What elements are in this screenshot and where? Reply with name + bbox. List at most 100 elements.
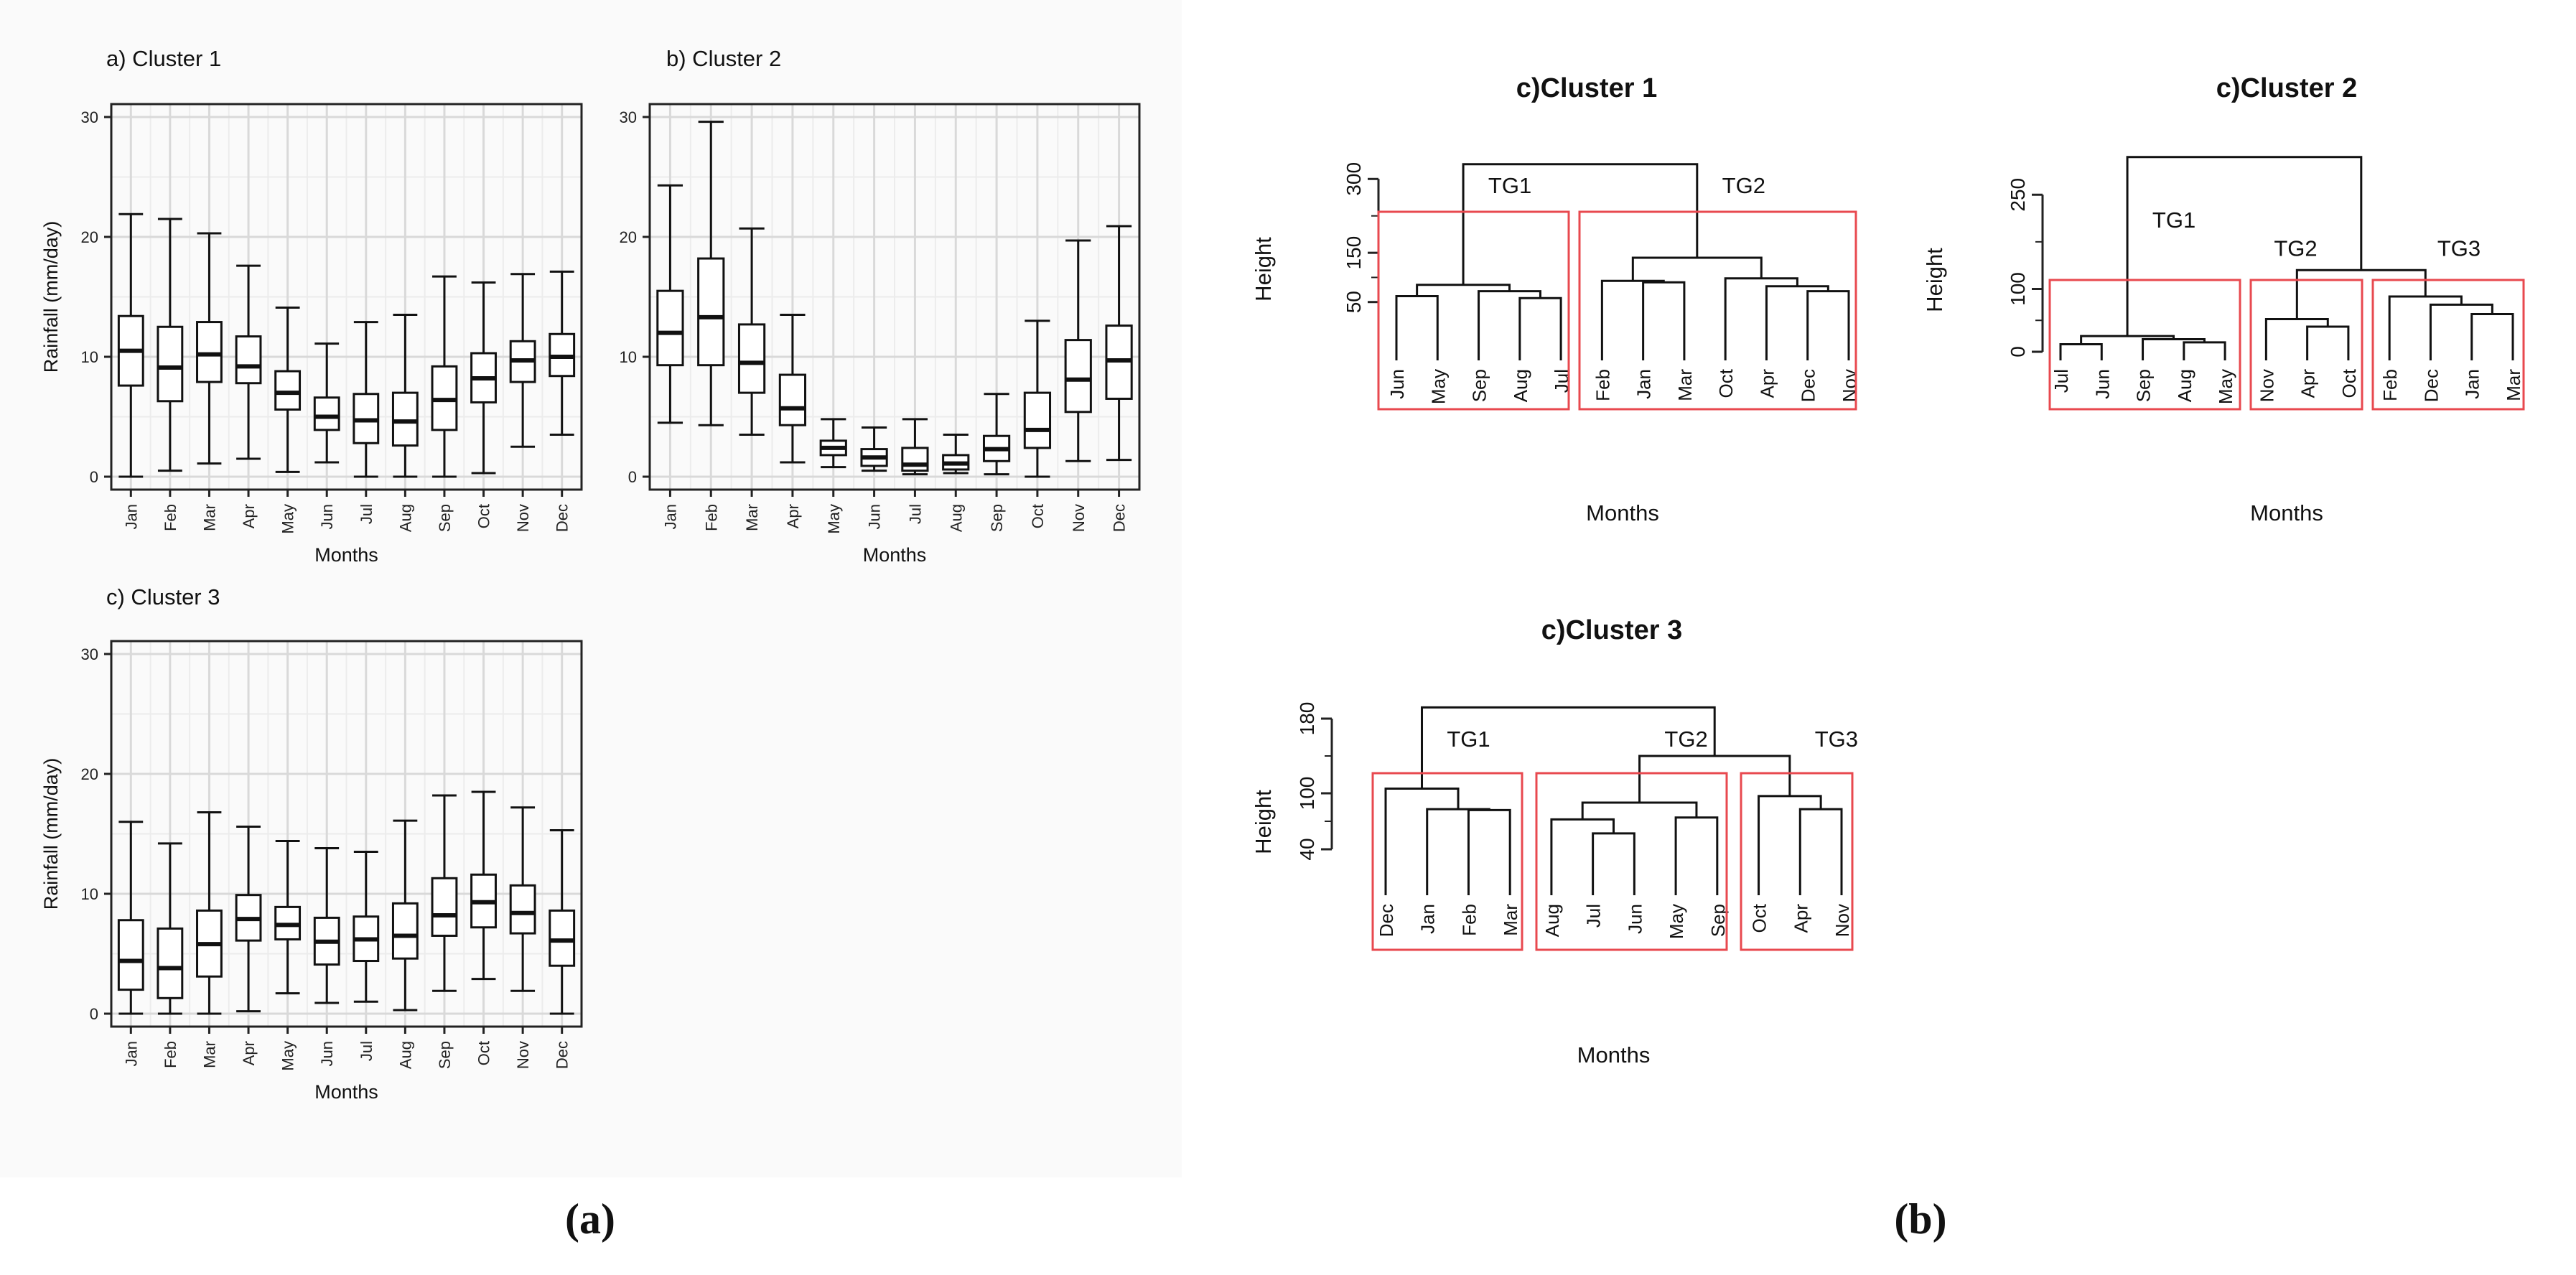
box-Jul — [353, 851, 380, 1003]
dendrogram-link — [1600, 279, 1665, 360]
dendrogram-link — [1426, 808, 1490, 895]
box-Jul — [353, 321, 380, 478]
dendrogram-link — [1395, 294, 1439, 360]
box-iqr — [901, 447, 929, 472]
y-tick-label: 0 — [2007, 346, 2029, 358]
box-May — [274, 307, 302, 473]
y-tick-label: 0 — [628, 468, 637, 486]
dendrogram-link — [1550, 818, 1615, 895]
x-tick-label: Aug — [396, 1041, 414, 1069]
x-tick-label: Feb — [702, 504, 720, 531]
box-Jun — [860, 426, 888, 472]
box-Mar — [196, 811, 223, 1015]
box-iqr — [196, 321, 223, 383]
box-iqr — [157, 325, 184, 403]
x-tick-label: Aug — [396, 504, 414, 532]
leaf-label-Feb: Feb — [1458, 904, 1480, 936]
x-tick-label: Nov — [514, 1041, 532, 1069]
box-iqr — [391, 902, 419, 960]
dendrogram-link — [1518, 296, 1562, 360]
dendrogram-link — [2470, 313, 2514, 360]
group-label-TG1: TG1 — [1447, 727, 1490, 752]
y-axis-label: Height — [1922, 248, 1947, 312]
x-tick-label: Apr — [784, 504, 802, 528]
dendrogram-link — [1724, 277, 1798, 360]
box-Jun — [313, 342, 340, 464]
x-tick-label: Mar — [743, 504, 761, 531]
dendrogram-link — [2264, 318, 2329, 360]
leaf-label-Mar: Mar — [1674, 369, 1696, 401]
box-Aug — [391, 819, 419, 1012]
x-tick-label: Apr — [240, 1041, 258, 1065]
box-Aug — [942, 434, 970, 475]
leaf-label-Jan: Jan — [1417, 904, 1439, 934]
group-label-TG1: TG1 — [1488, 173, 1531, 198]
box-Apr — [778, 314, 807, 464]
box-Sep — [431, 794, 458, 992]
box-Apr — [235, 264, 262, 460]
y-tick-label: 40 — [1296, 838, 1318, 860]
left-figure-background — [0, 0, 1182, 1177]
group-label-TG1: TG1 — [2152, 207, 2195, 233]
box-iqr — [117, 919, 144, 991]
x-tick-label: May — [825, 504, 843, 534]
dendrogram-title: c)Cluster 1 — [1516, 73, 1657, 103]
box-iqr — [509, 884, 536, 935]
leaf-label-May: May — [1427, 369, 1449, 404]
x-tick-label: Feb — [162, 504, 179, 531]
y-tick-label: 10 — [81, 885, 98, 903]
leaf-label-Oct: Oct — [1715, 368, 1737, 398]
y-tick-label: 0 — [90, 468, 98, 486]
x-axis-label: Months — [2250, 500, 2323, 526]
x-tick-label: Sep — [988, 504, 1006, 532]
y-axis-label: Rainfall (mm/day) — [40, 758, 62, 910]
dendrogram-link — [2388, 295, 2463, 360]
dendrogram-link — [2183, 341, 2226, 360]
panel-title: c) Cluster 3 — [106, 584, 220, 610]
box-Jun — [313, 847, 340, 1004]
group-box-TG2 — [2249, 279, 2363, 411]
box-Dec — [1105, 225, 1133, 462]
box-iqr — [1023, 391, 1052, 449]
group-box-TG3 — [1740, 772, 1854, 951]
panel-title: a) Cluster 1 — [106, 46, 221, 71]
x-axis-label: Months — [863, 544, 927, 566]
group-label-TG2: TG2 — [1664, 727, 1707, 752]
dendrogram-link — [2306, 325, 2350, 360]
boxplot-panel-a: a) Cluster 1 0 10 20 30 Jan Feb Mar Apr May Jun Jul… — [40, 46, 583, 566]
x-tick-label: Mar — [200, 1041, 218, 1068]
y-tick-label: 10 — [620, 348, 637, 366]
x-tick-label: Mar — [200, 504, 218, 531]
box-May — [819, 418, 847, 469]
y-tick-label: 10 — [81, 348, 98, 366]
leaf-label-Mar: Mar — [2503, 369, 2524, 401]
x-tick-label: Dec — [554, 504, 571, 532]
box-Feb — [157, 842, 184, 1015]
x-tick-label: Jul — [358, 504, 375, 524]
y-tick-label: 20 — [81, 765, 98, 783]
dendrogram-link — [1674, 816, 1719, 895]
dendrogram-link — [1765, 285, 1829, 360]
box-iqr — [737, 323, 766, 394]
group-label-TG3: TG3 — [1815, 727, 1858, 752]
leaf-label-Jan: Jan — [2462, 369, 2483, 399]
x-tick-label: Oct — [1029, 504, 1047, 528]
dendrogram-title: c)Cluster 2 — [2216, 73, 2357, 103]
box-iqr — [391, 391, 419, 447]
x-tick-label: Feb — [162, 1041, 179, 1068]
box-Sep — [431, 275, 458, 478]
dendrogram-link — [1478, 290, 1541, 360]
x-tick-label: Jan — [122, 1041, 140, 1066]
x-tick-label: Jul — [358, 1041, 375, 1061]
leaf-label-Oct: Oct — [1749, 903, 1770, 933]
box-May — [274, 840, 302, 995]
box-iqr — [313, 396, 340, 431]
boxplot-panel-c: c) Cluster 3 0 10 20 30 Jan Feb Mar Apr May Jun Jul… — [40, 584, 583, 1103]
dendrogram-link — [1384, 788, 1460, 895]
leaf-label-Feb: Feb — [2379, 369, 2401, 401]
dendrogram-link — [1642, 281, 1686, 360]
leaf-label-Apr: Apr — [1790, 904, 1811, 933]
leaf-label-Jun: Jun — [2091, 369, 2113, 399]
x-tick-label: Oct — [475, 1041, 493, 1065]
x-tick-label: May — [279, 504, 297, 534]
